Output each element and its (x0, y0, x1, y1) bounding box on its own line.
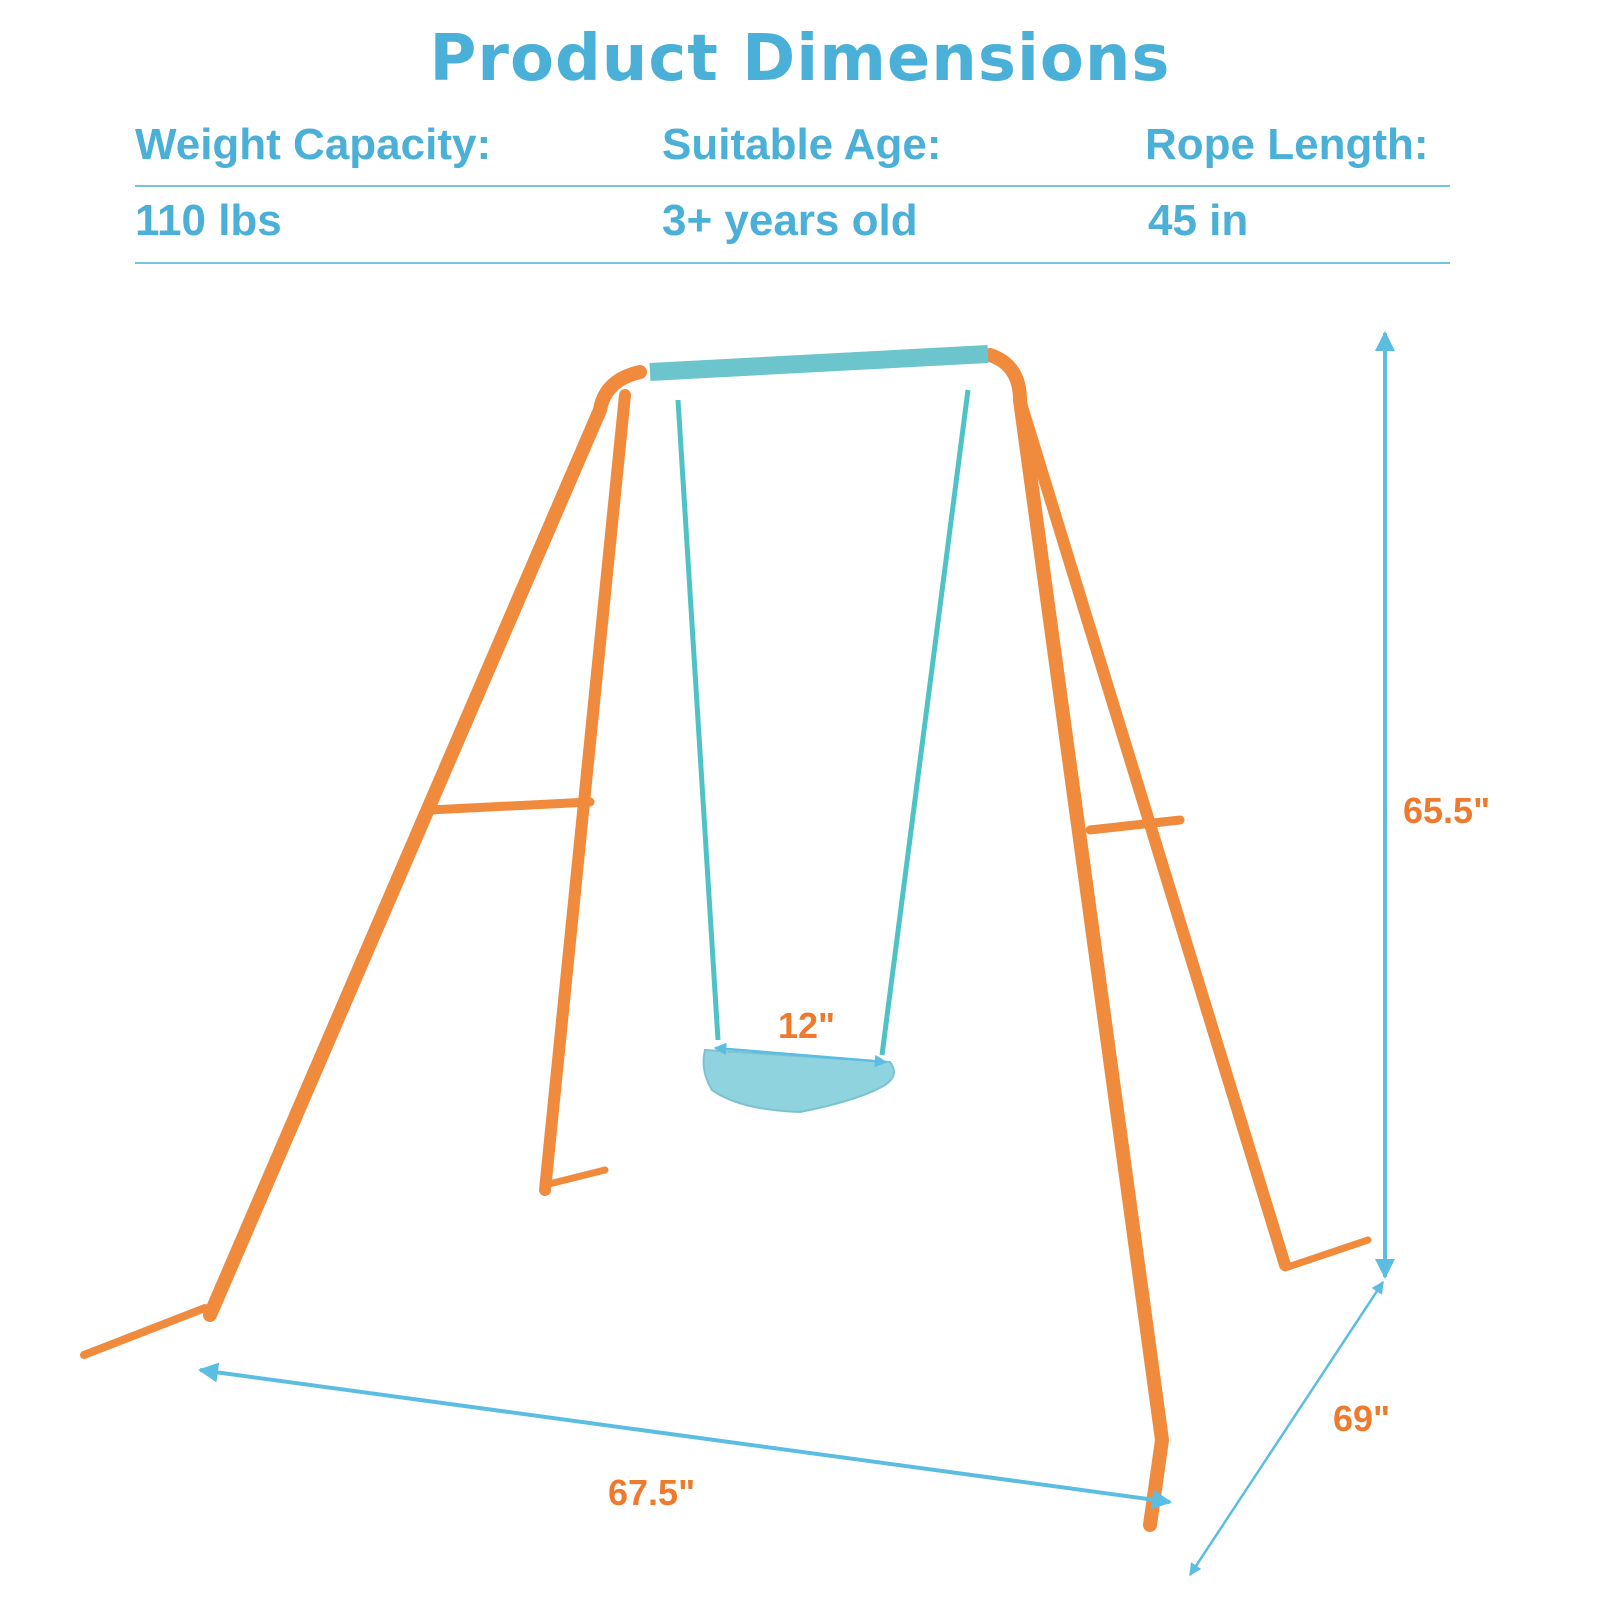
width-label: 67.5" (608, 1472, 696, 1513)
spec-value-age: 3+ years old (662, 196, 918, 245)
page-title: Product Dimensions (429, 22, 1171, 96)
seat-width-arrow (713, 1042, 888, 1068)
crossbar-left (425, 797, 595, 815)
spec-label-weight: Weight Capacity: (135, 120, 492, 169)
spec-value-rope: 45 in (1148, 196, 1249, 245)
depth-label: 69" (1333, 1398, 1391, 1439)
height-label: 65.5" (1403, 790, 1491, 831)
rope-right (879, 389, 971, 1056)
frame-right-front-leg (983, 348, 1170, 1532)
foot (1281, 1236, 1372, 1272)
frame-left-back-leg (539, 389, 631, 1196)
rope-left (675, 399, 721, 1041)
depth-arrow (1188, 1280, 1385, 1577)
frame-left-front-leg (203, 365, 647, 1322)
spec-value-weight: 110 lbs (135, 196, 282, 245)
ropes (675, 389, 971, 1056)
spec-label-age: Suitable Age: (662, 120, 942, 169)
seat-width-label: 12" (778, 1005, 836, 1046)
swing-frame (80, 348, 1372, 1532)
spec-label-rope: Rope Length: (1145, 120, 1429, 169)
width-arrow (198, 1362, 1172, 1510)
foot (541, 1166, 609, 1189)
foot (80, 1304, 209, 1359)
top-bar (649, 345, 989, 381)
divider (135, 262, 1450, 264)
crossbar-right (1085, 815, 1185, 835)
divider (135, 185, 1450, 187)
dimension-arrows (198, 331, 1395, 1577)
frame-right-back-leg (1014, 394, 1291, 1271)
